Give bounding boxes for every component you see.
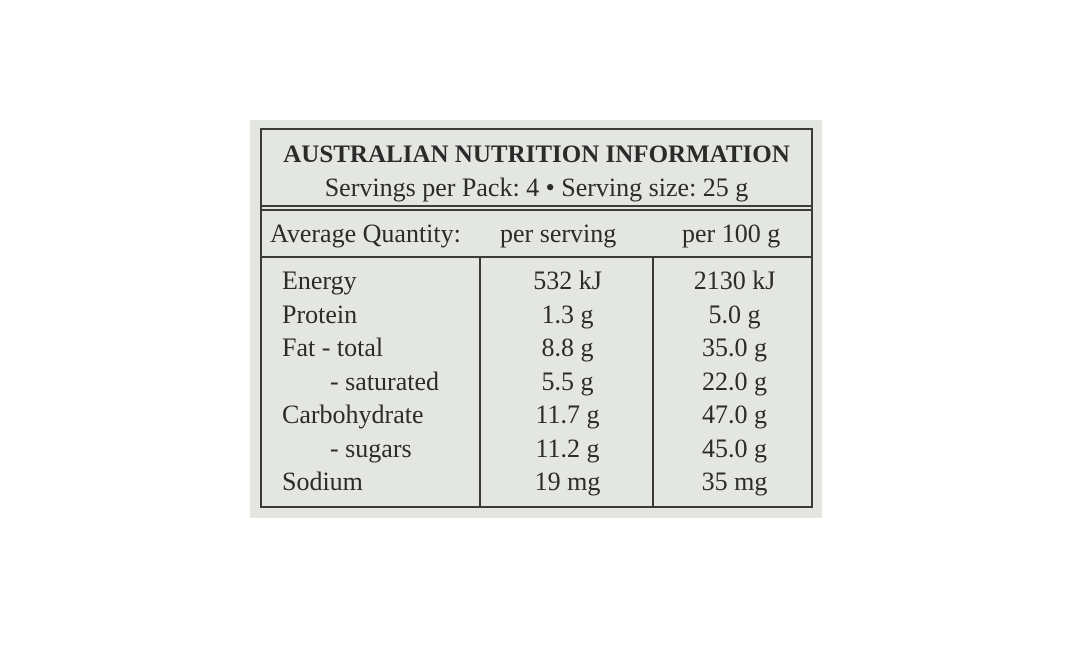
nutrient-value: 45.0 g <box>702 433 767 463</box>
nutrient-value: 8.8 g <box>541 333 594 362</box>
nutrient-value: 532 kJ <box>533 266 602 295</box>
divider <box>262 256 811 258</box>
column-header: per 100 g <box>682 219 781 248</box>
column-divider <box>479 257 481 506</box>
nutrient-value: 19 mg <box>534 467 601 496</box>
column-divider <box>652 257 654 506</box>
nutrient-name: Energy <box>282 266 357 295</box>
nutrient-name: Fat - total <box>282 333 384 362</box>
servings: Servings per Pack: 4 • Serving size: 25 … <box>324 173 749 202</box>
nutrient-value: 35.0 g <box>702 333 767 362</box>
nutrient-value: 11.2 g <box>535 433 600 463</box>
nutrient-value: 1.3 g <box>541 299 594 329</box>
nutrient-name: - saturated <box>330 366 440 396</box>
nutrient-value: 11.7 g <box>535 400 600 429</box>
nutrient-value: 22.0 g <box>702 366 767 396</box>
nutrient-name: - sugars <box>330 433 412 463</box>
nutrient-value: 5.0 g <box>708 299 761 329</box>
nutrient-name: Carbohydrate <box>282 400 424 429</box>
nutrient-value: 2130 kJ <box>693 266 776 295</box>
column-header: per serving <box>500 219 617 248</box>
title: AUSTRALIAN NUTRITION INFORMATION <box>283 141 790 168</box>
divider <box>262 205 811 207</box>
nutrient-value: 5.5 g <box>541 366 594 396</box>
nutrient-name: Sodium <box>282 467 363 496</box>
nutrient-name: Protein <box>282 299 358 329</box>
nutrient-value: 47.0 g <box>702 400 767 429</box>
label-panel: AUSTRALIAN NUTRITION INFORMATION Serving… <box>250 120 822 518</box>
divider <box>262 209 811 211</box>
column-header: Average Quantity: <box>270 219 461 248</box>
nutrition-box: AUSTRALIAN NUTRITION INFORMATION Serving… <box>260 128 813 508</box>
nutrient-value: 35 mg <box>701 467 768 496</box>
